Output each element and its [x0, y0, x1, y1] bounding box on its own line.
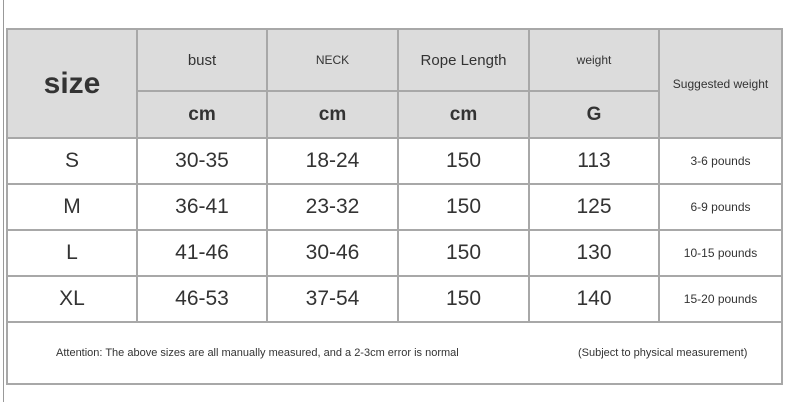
- header-size: size: [6, 28, 138, 139]
- unit-rope: cm: [397, 90, 530, 139]
- cell-bust: 36-41: [136, 183, 268, 231]
- cell-rope: 150: [397, 137, 530, 185]
- cell-neck: 23-32: [266, 183, 399, 231]
- cell-bust: 41-46: [136, 229, 268, 277]
- unit-neck: cm: [266, 90, 399, 139]
- cell-neck: 30-46: [266, 229, 399, 277]
- cell-bust: 46-53: [136, 275, 268, 323]
- cell-neck: 37-54: [266, 275, 399, 323]
- cell-rope: 150: [397, 229, 530, 277]
- table-row: L 41-46 30-46 150 130 10-15 pounds: [6, 229, 783, 277]
- table-row: M 36-41 23-32 150 125 6-9 pounds: [6, 183, 783, 231]
- left-frame-line: [3, 0, 4, 402]
- cell-weight: 140: [528, 275, 660, 323]
- size-chart-table: size bust NECK Rope Length weight Sugges…: [6, 28, 783, 385]
- cell-suggested: 15-20 pounds: [658, 275, 783, 323]
- units-row: cm cm cm G: [7, 90, 782, 139]
- table-row: XL 46-53 37-54 150 140 15-20 pounds: [6, 275, 783, 323]
- header-rope-length: Rope Length: [397, 28, 530, 92]
- attention-note: Attention: The above sizes are all manua…: [56, 347, 459, 359]
- cell-weight: 125: [528, 183, 660, 231]
- cell-size: L: [6, 229, 138, 277]
- cell-rope: 150: [397, 183, 530, 231]
- unit-weight: G: [528, 90, 660, 139]
- cell-size: S: [6, 137, 138, 185]
- header-bust: bust: [136, 28, 268, 92]
- header-neck: NECK: [266, 28, 399, 92]
- unit-bust: cm: [136, 90, 268, 139]
- header-suggested-weight: Suggested weight: [658, 28, 783, 139]
- cell-suggested: 6-9 pounds: [658, 183, 783, 231]
- cell-suggested: 10-15 pounds: [658, 229, 783, 277]
- cell-rope: 150: [397, 275, 530, 323]
- cell-neck: 18-24: [266, 137, 399, 185]
- cell-weight: 113: [528, 137, 660, 185]
- header-row: size bust NECK Rope Length weight Sugges…: [6, 28, 783, 139]
- footer-row: Attention: The above sizes are all manua…: [6, 321, 783, 385]
- cell-bust: 30-35: [136, 137, 268, 185]
- cell-size: M: [6, 183, 138, 231]
- cell-weight: 130: [528, 229, 660, 277]
- cell-suggested: 3-6 pounds: [658, 137, 783, 185]
- table-row: S 30-35 18-24 150 113 3-6 pounds: [6, 137, 783, 185]
- measurement-note: (Subject to physical measurement): [578, 347, 748, 359]
- cell-size: XL: [6, 275, 138, 323]
- header-weight: weight: [528, 28, 660, 92]
